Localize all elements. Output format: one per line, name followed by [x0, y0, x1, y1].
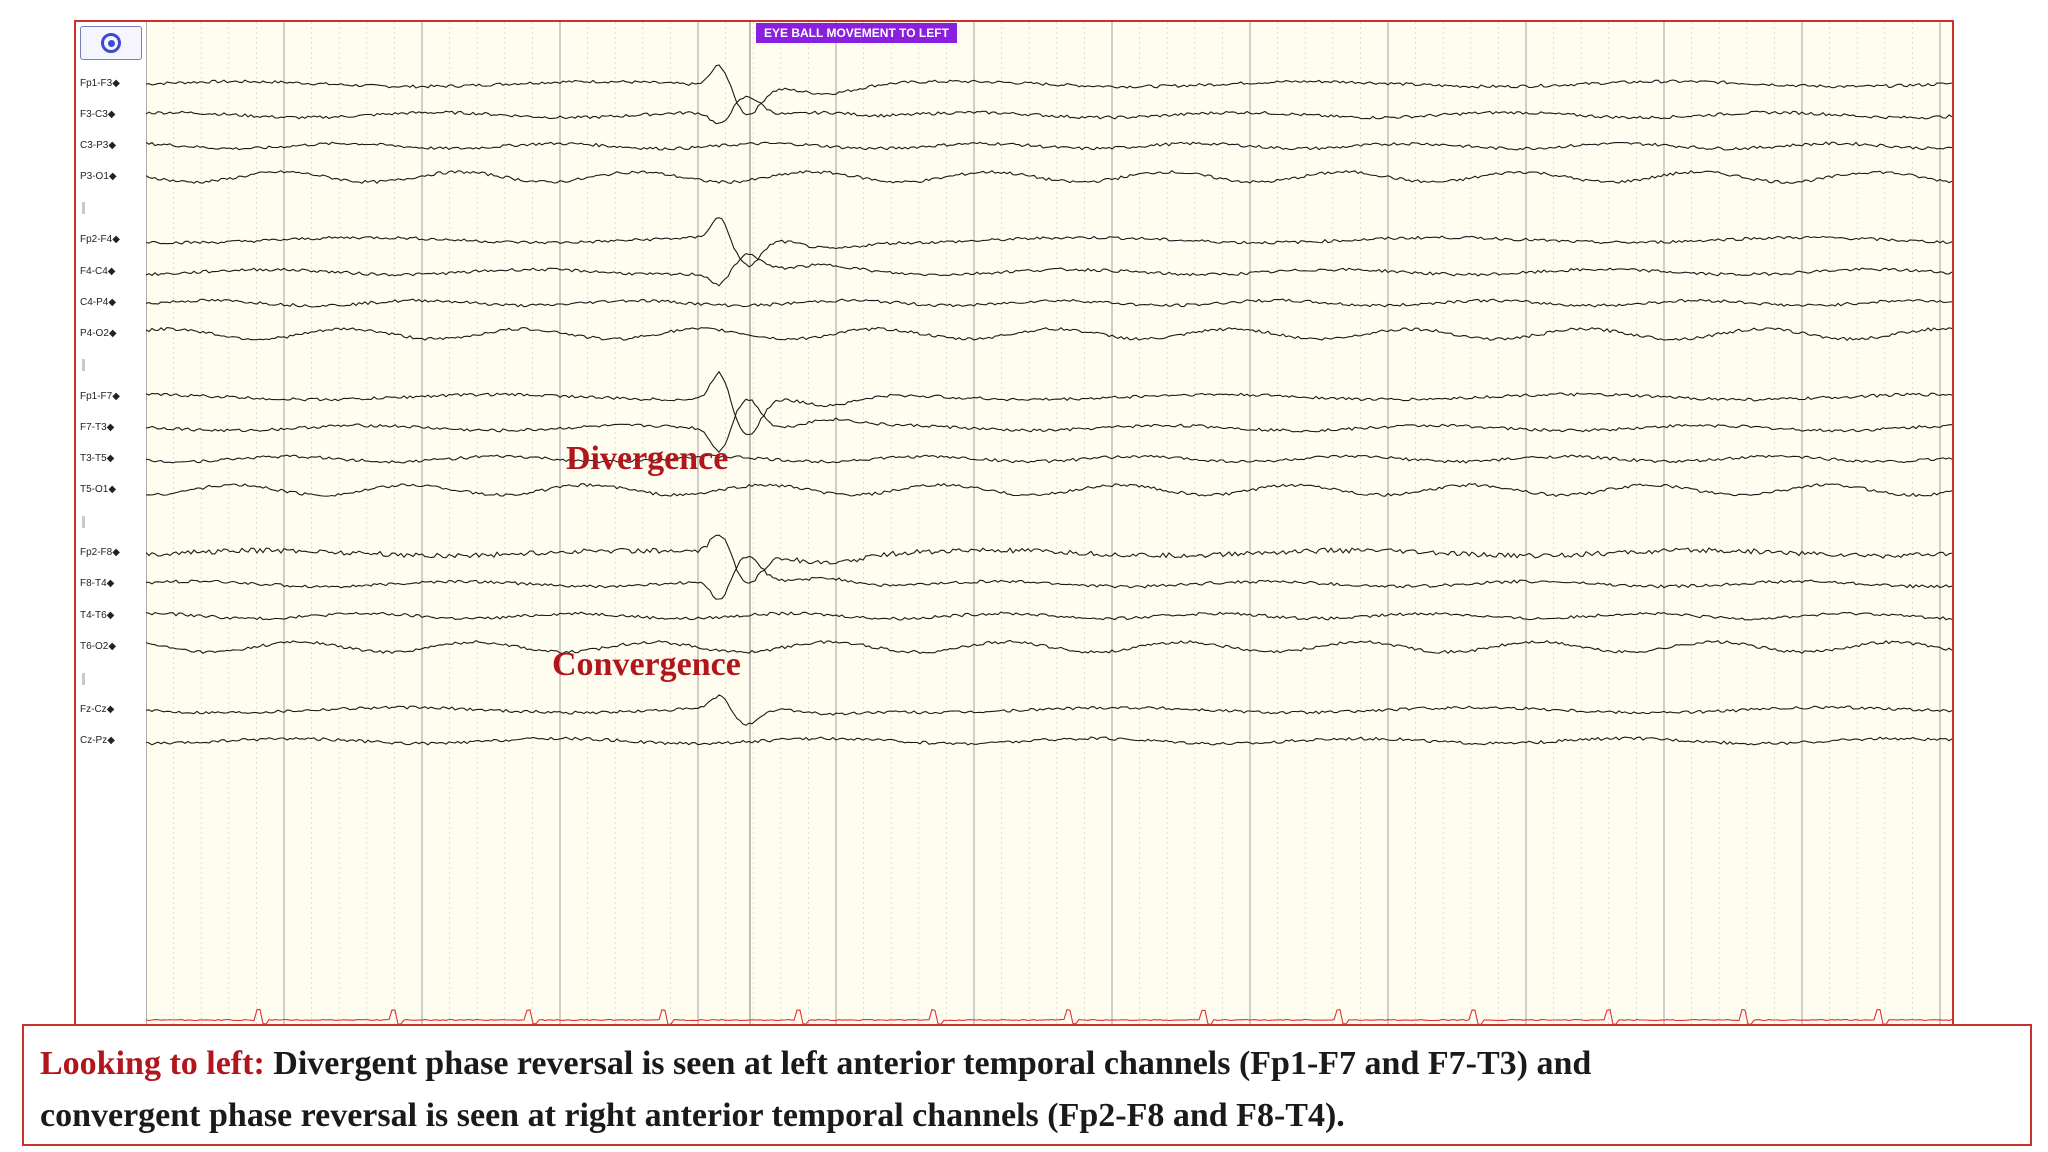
caption-lead: Looking to left: — [40, 1045, 265, 1082]
convergence-annotation: Convergence — [552, 646, 741, 683]
channel-label[interactable]: Fz-Cz◆ — [80, 704, 115, 715]
caption-line-1: Looking to left: Divergent phase reversa… — [40, 1038, 2014, 1090]
group-separator — [82, 359, 85, 371]
channel-label[interactable]: C3-P3◆ — [80, 140, 117, 151]
channel-trace — [146, 170, 1952, 185]
channel-trace — [146, 639, 1952, 655]
channel-trace — [146, 482, 1952, 498]
channel-trace — [146, 694, 1952, 726]
channel-trace — [146, 252, 1952, 287]
channel-trace — [146, 370, 1952, 436]
target-ring-icon — [101, 33, 121, 53]
divergence-annotation: Divergence — [566, 440, 729, 477]
channel-label[interactable]: T5-O1◆ — [80, 484, 117, 495]
channel-trace — [146, 611, 1952, 621]
caption-line-1-text: Divergent phase reversal is seen at left… — [264, 1045, 1592, 1082]
channel-label[interactable]: F4-C4◆ — [80, 266, 116, 277]
channel-label-column: Fp1-F3◆ F3-C3◆ C3-P3◆ P3-O1◆ Fp2-F4◆ F4-C4◆ C4… — [76, 22, 147, 1024]
channel-trace — [146, 454, 1952, 464]
channel-label[interactable]: Fp2-F8◆ — [80, 547, 120, 558]
group-separator — [82, 673, 85, 685]
channel-label[interactable]: Fp1-F3◆ — [80, 78, 120, 89]
channel-trace — [146, 534, 1952, 584]
channel-label[interactable]: F8-T4◆ — [80, 578, 115, 589]
eeg-trace-area — [146, 22, 1952, 1024]
channel-trace — [146, 326, 1952, 342]
channel-trace — [146, 141, 1952, 151]
channel-trace — [146, 398, 1952, 454]
channel-label[interactable]: P3-O1◆ — [80, 171, 117, 182]
channel-label[interactable]: Cz-Pz◆ — [80, 735, 115, 746]
channel-trace — [146, 217, 1952, 268]
channel-trace — [146, 95, 1952, 125]
channel-label[interactable]: P4-O2◆ — [80, 328, 117, 339]
caption-line-2: convergent phase reversal is seen at rig… — [40, 1097, 1345, 1134]
channel-label[interactable]: T6-O2◆ — [80, 641, 117, 652]
channel-label[interactable]: T4-T6◆ — [80, 610, 115, 621]
channel-trace — [146, 736, 1952, 746]
caption-box: Looking to left: Divergent phase reversa… — [22, 1024, 2032, 1146]
target-ring-button[interactable] — [80, 26, 142, 60]
channel-label[interactable]: C4-P4◆ — [80, 297, 117, 308]
channel-label[interactable]: T3-T5◆ — [80, 453, 115, 464]
group-separator — [82, 516, 85, 528]
channel-label[interactable]: Fp1-F7◆ — [80, 391, 120, 402]
channel-label[interactable]: Fp2-F4◆ — [80, 234, 120, 245]
eeg-viewer-window: Fp1-F3◆ F3-C3◆ C3-P3◆ P3-O1◆ Fp2-F4◆ F4-C4◆ C4… — [74, 20, 1954, 1026]
channel-trace — [146, 64, 1952, 116]
event-marker-banner: EYE BALL MOVEMENT TO LEFT — [756, 23, 957, 43]
channel-label[interactable]: F3-C3◆ — [80, 109, 116, 120]
channel-trace — [146, 298, 1952, 308]
channel-trace — [146, 555, 1952, 600]
channel-label[interactable]: F7-T3◆ — [80, 422, 115, 433]
ecg-trace — [146, 1008, 1952, 1024]
group-separator — [82, 202, 85, 214]
